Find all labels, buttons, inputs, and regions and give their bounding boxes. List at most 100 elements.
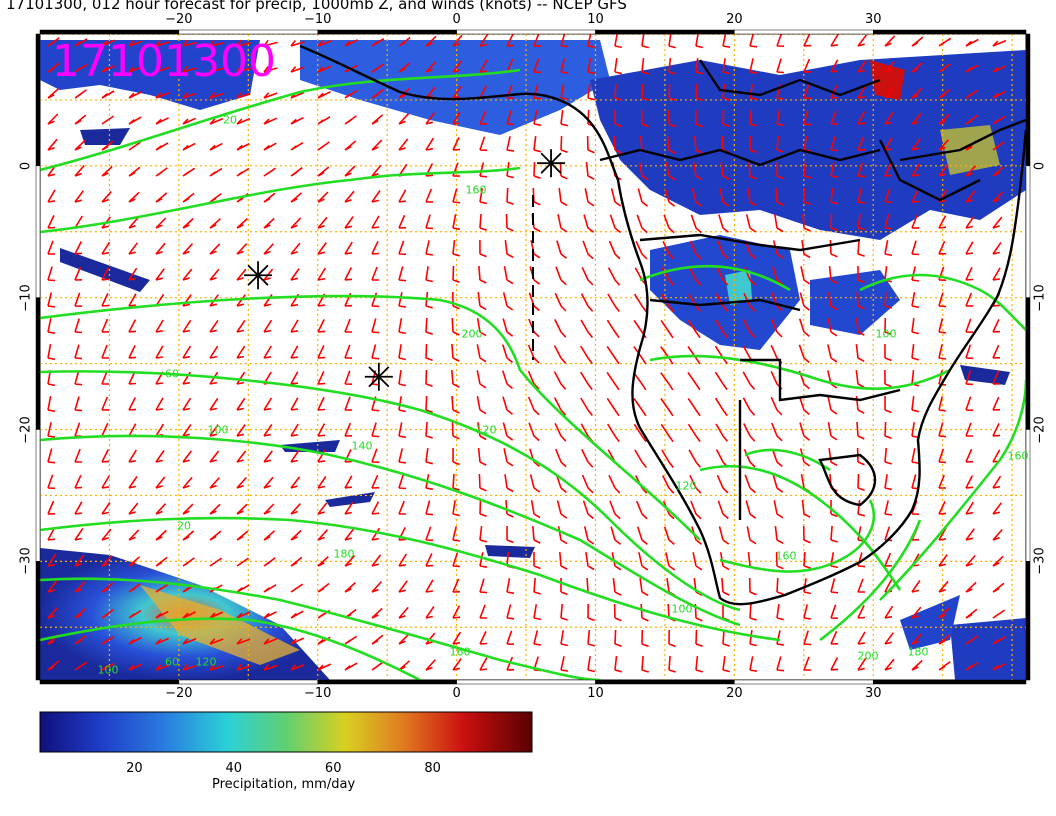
wind-barb [155,664,170,671]
wind-barb [74,608,87,619]
wind-barb [745,214,757,233]
wind-barb [938,634,951,645]
wind-barb [505,499,514,518]
wind-barb [938,607,950,619]
wind-barb [101,370,109,385]
wind-barb [694,135,703,154]
wind-barb [803,187,811,206]
wind-barb [263,611,277,619]
wind-barb [992,241,1002,255]
wind-barb [965,344,974,360]
wind-barb [776,656,785,672]
wind-barb [748,577,757,596]
wind-barb [938,88,951,99]
wind-barb [479,34,489,47]
wind-barb [965,475,974,489]
wind-barb [664,188,676,207]
contour-label: 200 [857,649,879,663]
wind-barb [452,85,462,99]
wind-barb [714,371,728,391]
wind-barb [856,291,865,310]
wind-barb [74,190,84,203]
wind-barb [209,319,219,333]
wind-barb [101,90,115,99]
wind-barb [992,344,1001,359]
wind-barb [533,58,542,74]
wind-barb [827,318,838,337]
wind-barb [992,65,1007,73]
wind-barb [638,162,649,181]
wind-barb [884,111,894,125]
wind-barb [398,553,407,567]
wind-barb [560,84,569,101]
wind-barb [344,190,355,203]
wind-barb [527,344,540,364]
wind-barb [263,142,277,151]
wind-barb [776,577,784,595]
wind-barb [290,371,299,385]
contour-label: 160 [449,645,471,659]
wind-barb [317,40,332,47]
wind-barb [344,662,358,671]
wind-barb [911,62,923,73]
wind-barb [236,584,250,593]
wind-barb [476,344,487,363]
wind-barb [742,397,756,416]
wind-barb [749,84,758,101]
wind-barb [209,345,219,359]
wind-barb [128,583,141,593]
wind-barb [992,475,1002,489]
wind-barb [47,62,60,73]
wind-barb [687,397,701,417]
wind-barb [479,631,488,645]
wind-barb [290,192,303,203]
wind-barb [263,92,278,99]
contour-label: 160 [775,549,797,563]
wind-barb [965,528,975,541]
wind-barb [722,58,730,75]
wind-barb [556,240,567,259]
wind-barb [830,213,838,232]
wind-barb [371,344,380,360]
wind-barb [371,422,380,438]
wind-barb [263,664,278,671]
wind-barb [749,656,758,672]
wind-barb [965,318,974,333]
wind-barb [554,422,567,442]
contour-label: 100 [97,663,119,677]
wind-barb [687,423,701,443]
wind-barb [857,500,866,517]
wind-barb [857,162,866,178]
wind-barb [182,611,196,619]
wind-barb [398,36,411,47]
wind-barb [587,603,595,622]
wind-barb [290,167,303,177]
wind-barb [425,659,436,671]
wind-barb [938,422,947,438]
wind-barb [209,638,224,645]
wind-barb [857,85,866,99]
wind-barb [884,35,896,47]
wind-barb [911,36,924,47]
wind-barb [607,267,621,286]
wind-barb [884,605,894,619]
wind-barb [155,242,166,255]
wind-barb [687,319,701,339]
wind-barb [479,188,487,205]
wind-barb [236,397,246,411]
wind-barb [182,423,192,437]
lat-tick-left: −30 [18,547,34,576]
wind-barb [662,240,675,260]
wind-barb [560,110,568,127]
lon-tick-bottom: 0 [452,686,461,701]
wind-barb [614,34,623,49]
wind-barb [743,292,756,312]
lon-tick-top: −10 [304,12,332,27]
wind-barb [665,162,676,181]
wind-barb [209,117,224,125]
wind-barb [344,396,353,411]
wind-barb [749,135,757,154]
wind-barb [47,474,56,490]
wind-barb [182,450,193,463]
wind-barb [533,110,542,126]
